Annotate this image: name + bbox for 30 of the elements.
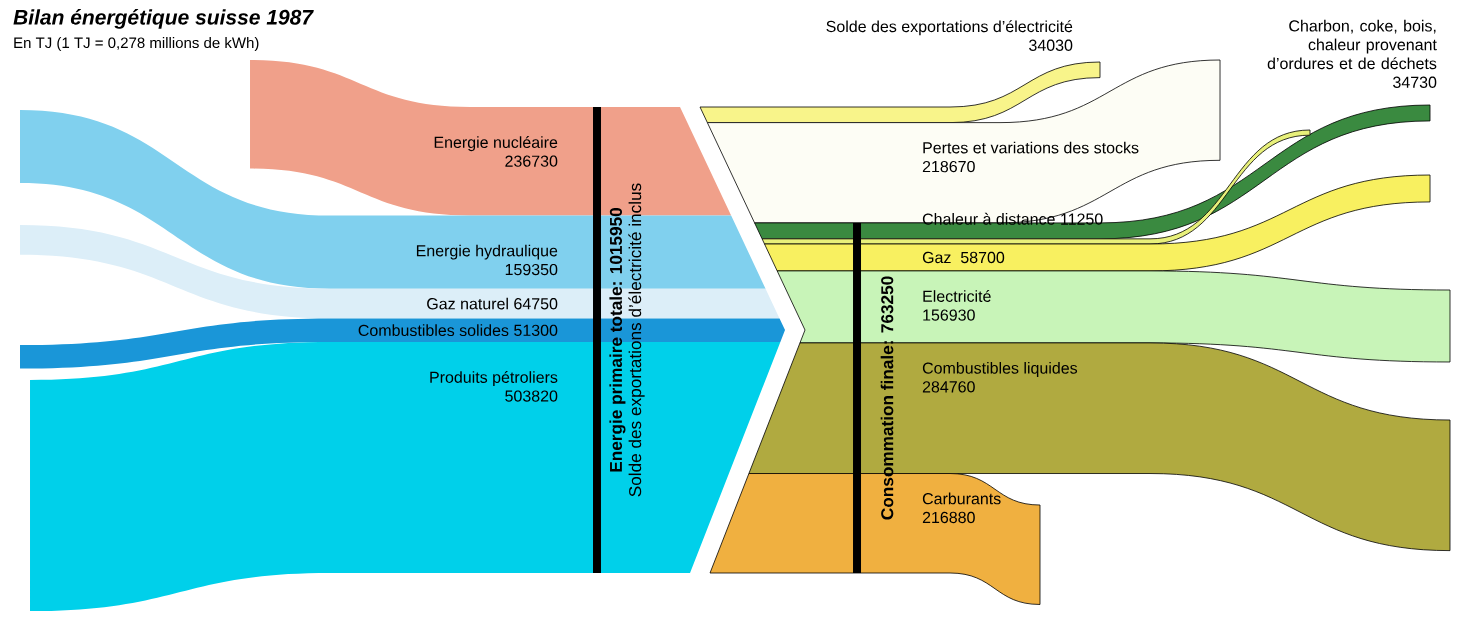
data-label: 34730: [1393, 76, 1437, 88]
category-label: Energie hydraulique: [416, 244, 558, 260]
category-label: Combustibles liquides: [922, 361, 1078, 377]
data-label: 64750: [514, 298, 558, 310]
category-label: Gaz: [922, 251, 951, 264]
data-label: 58700: [960, 251, 1005, 264]
text: En TJ (1 TJ = 0,278 millions de kWh): [14, 37, 259, 52]
series-label: Energie primaire totale: 1015950: [609, 208, 626, 472]
data-label: 216880: [922, 511, 975, 524]
category-label: Pertes et variations des stocks: [923, 141, 1139, 154]
data-label: 11250: [1061, 213, 1103, 225]
category-label: Gaz naturel: [427, 297, 508, 310]
category-label: Charbon, coke, bois, chaleur provenant d’ordures et de déchets: [1267, 19, 1437, 70]
category-label: Carburants: [922, 492, 1001, 505]
data-label: 159350: [505, 263, 558, 276]
category-label: Solde des exportations d’électricité: [826, 20, 1073, 36]
data-label: 284760: [922, 381, 975, 393]
data-label: 34030: [1029, 39, 1073, 51]
category-label: Combustibles solides: [358, 324, 509, 337]
data-label: 503820: [505, 390, 558, 402]
data-label: 218670: [922, 160, 975, 173]
text: Bilan énergétique suisse 1987: [13, 9, 314, 29]
category-label: Produits pétroliers: [430, 370, 558, 387]
data-label: 51300: [514, 324, 558, 337]
series-label: Consommation finale: 763250: [880, 276, 894, 520]
data-label: 156930: [923, 309, 975, 321]
text: Solde des exportations d’électricité inclus: [628, 183, 645, 497]
category-label: Electricité: [923, 289, 991, 302]
category-label: Energie nucléaire: [434, 136, 558, 152]
data-label: 236730: [505, 155, 558, 167]
